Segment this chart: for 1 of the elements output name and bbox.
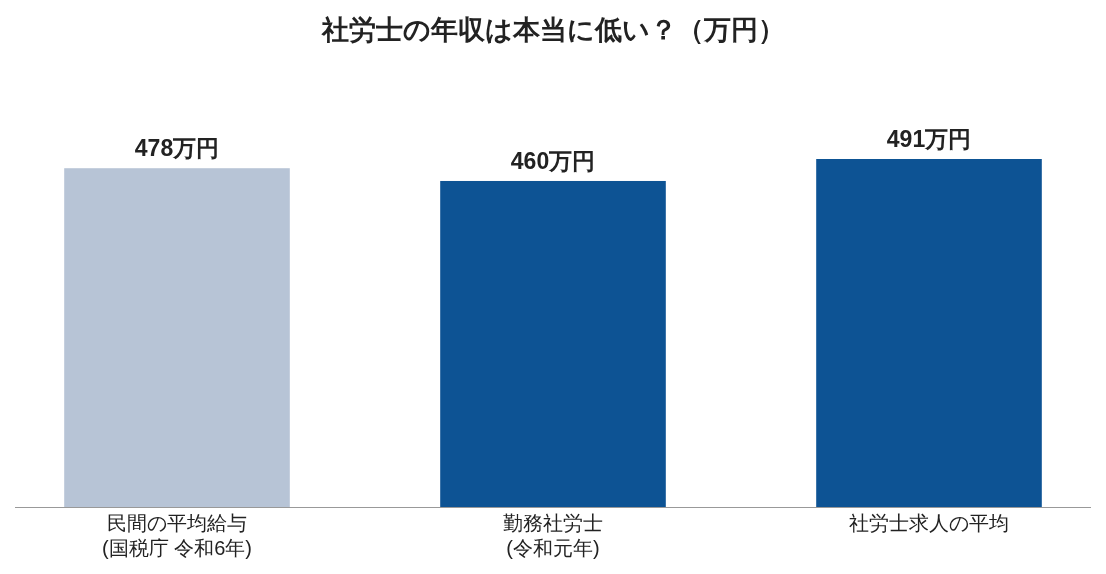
title: 社労士の年収は本当に低い？（万円） [321,15,785,45]
